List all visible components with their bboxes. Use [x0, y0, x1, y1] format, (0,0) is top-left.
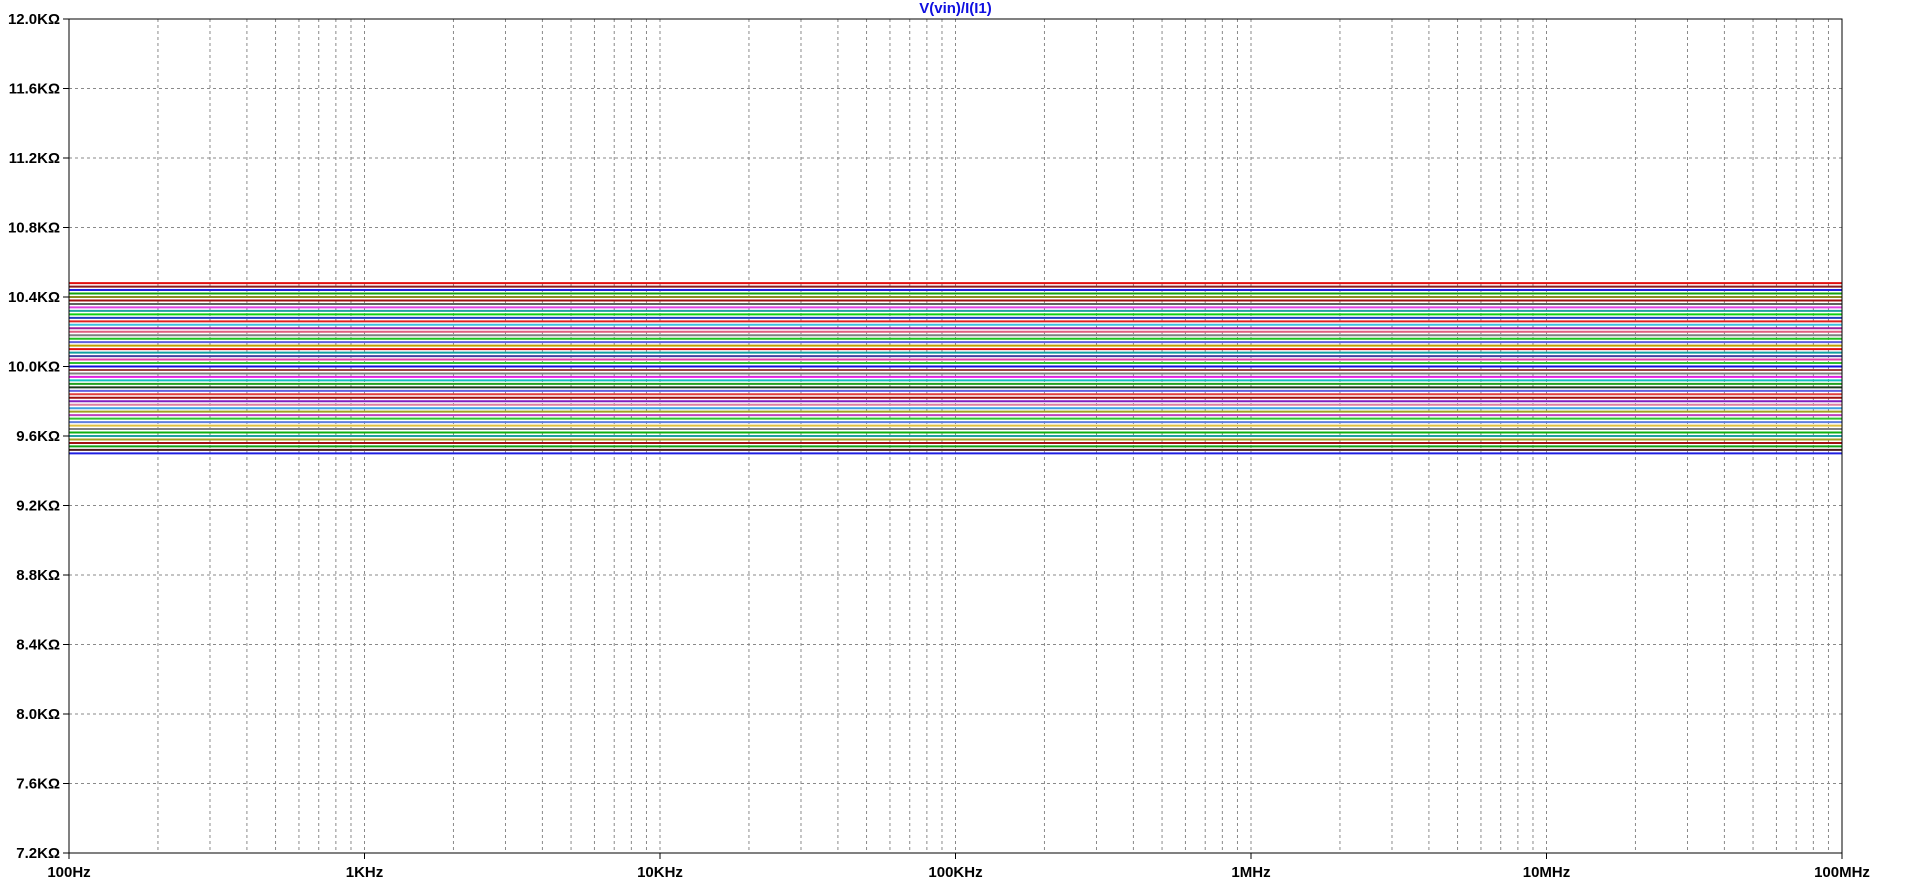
y-tick-label: 10.4KΩ	[8, 289, 60, 306]
y-tick-label: 8.8KΩ	[16, 567, 60, 584]
x-tick-label: 10KHz	[637, 864, 683, 881]
x-tick-label: 100Hz	[47, 864, 90, 881]
y-tick-label: 10.8KΩ	[8, 220, 60, 237]
y-tick-label: 10.0KΩ	[8, 359, 60, 376]
y-tick-label: 7.6KΩ	[16, 776, 60, 793]
y-tick-label: 9.6KΩ	[16, 428, 60, 445]
x-tick-label: 10MHz	[1523, 864, 1571, 881]
y-tick-label: 11.6KΩ	[9, 81, 60, 98]
y-tick-label: 8.0KΩ	[16, 706, 60, 723]
x-tick-label: 100MHz	[1814, 864, 1870, 881]
y-tick-label: 11.2KΩ	[9, 150, 60, 167]
y-tick-label: 7.2KΩ	[16, 845, 60, 862]
y-tick-label: 8.4KΩ	[16, 637, 60, 654]
x-axis-ticks: 100Hz 1KHz 10KHz 100KHz 1MHz 10MHz 100MHz	[47, 853, 1870, 881]
x-tick-label: 1KHz	[346, 864, 384, 881]
chart-title: V(vin)/I(I1)	[919, 0, 992, 17]
x-tick-label: 1MHz	[1231, 864, 1270, 881]
series-group	[69, 282, 1842, 455]
y-tick-label: 12.0KΩ	[8, 11, 60, 28]
y-tick-label: 9.2KΩ	[16, 498, 60, 515]
x-tick-label: 100KHz	[928, 864, 982, 881]
y-axis-ticks: 7.2KΩ 7.6KΩ 8.0KΩ 8.4KΩ 8.8KΩ 9.2KΩ 9.6KΩ 10.0K…	[8, 11, 69, 862]
